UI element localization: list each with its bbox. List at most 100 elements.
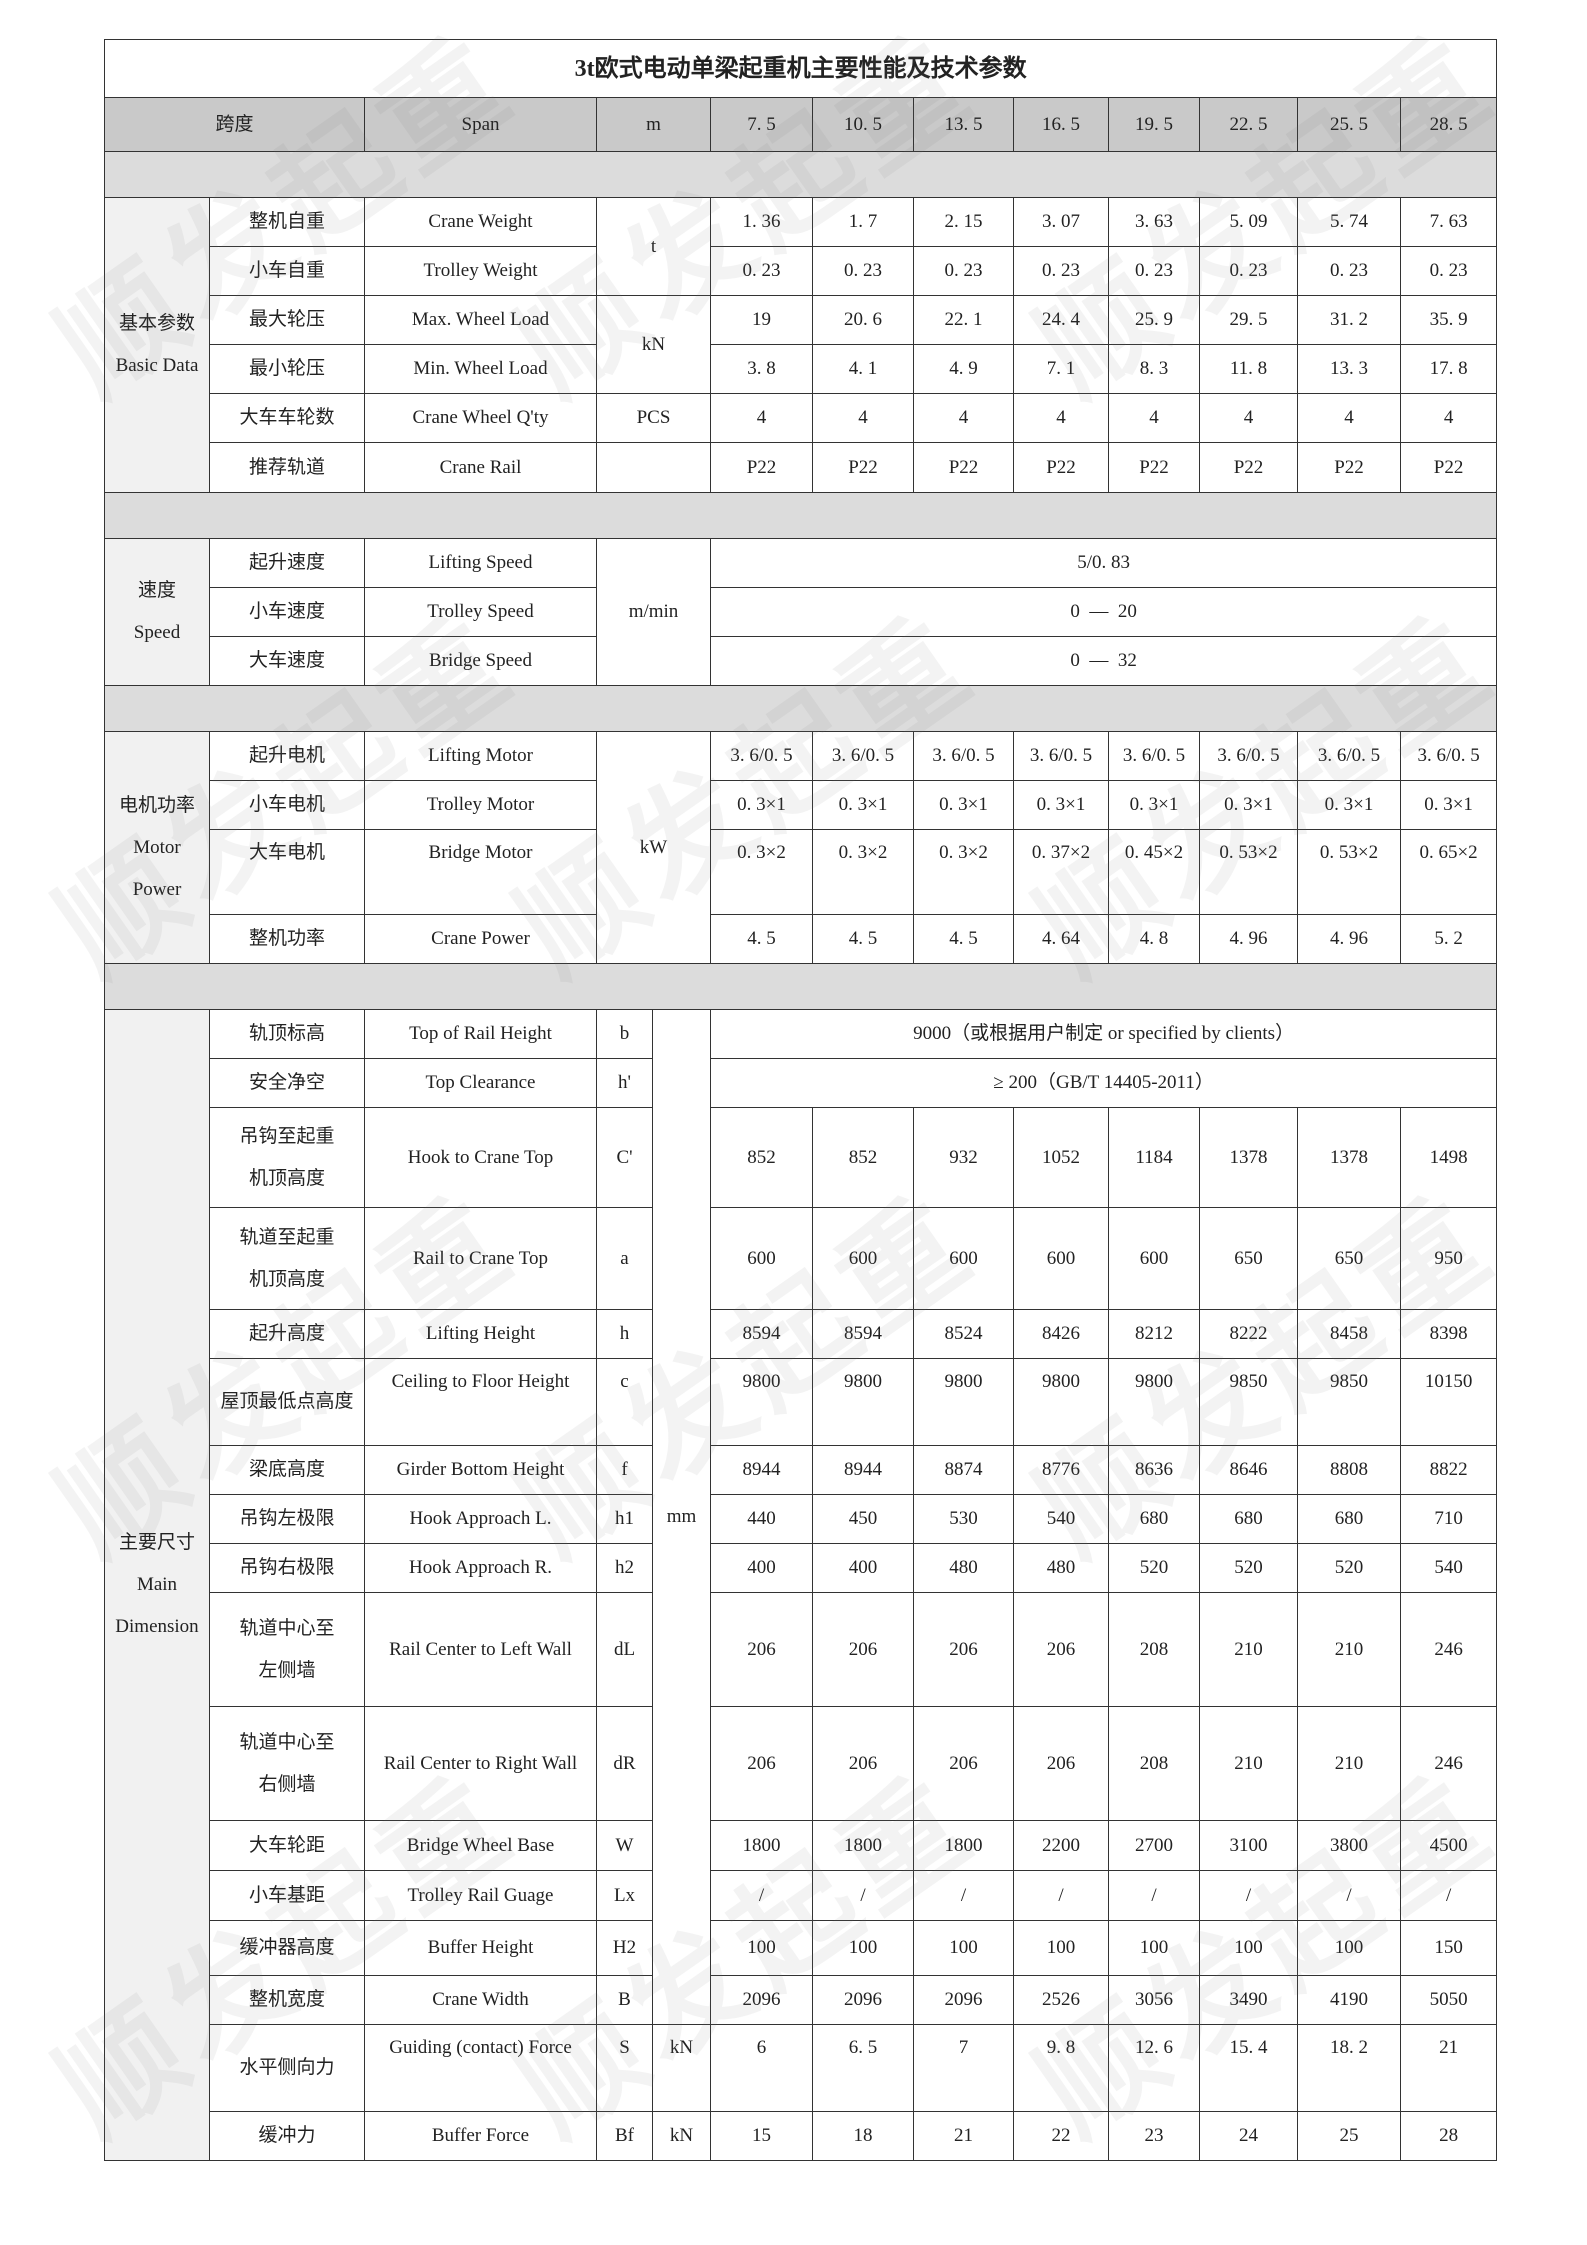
- param-name-en: Lifting Height: [364, 1309, 597, 1359]
- param-name-zh: 最大轮压: [209, 295, 365, 345]
- value-cell: 6: [710, 2024, 813, 2112]
- value-cell: 8646: [1199, 1445, 1298, 1495]
- value-cell: 4190: [1297, 1975, 1401, 2025]
- param-name-en: Rail Center to Right Wall: [364, 1706, 597, 1821]
- value-cell: 3800: [1297, 1820, 1401, 1871]
- table-row: 屋顶最低点高度 Ceiling to Floor Height c 9800 9800 9…: [105, 1358, 1498, 1446]
- value-cell: /: [812, 1870, 914, 1921]
- value-cell: 28: [1399, 2111, 1498, 2161]
- unit-cell: [596, 442, 711, 493]
- param-name-en: Max. Wheel Load: [364, 295, 597, 345]
- value-cell: 150: [1399, 1920, 1498, 1976]
- value-cell: 400: [812, 1543, 914, 1593]
- value-cell: 206: [812, 1706, 914, 1821]
- separator-cell: [103, 963, 1498, 1010]
- value-cell: 100: [1013, 1920, 1109, 1976]
- value-cell: 0. 3×1: [812, 780, 914, 830]
- value-cell: P22: [1199, 442, 1298, 493]
- value-cell: 0. 3×1: [1399, 780, 1498, 830]
- symbol-cell: W: [596, 1820, 653, 1871]
- value-cell: 4. 64: [1013, 914, 1109, 964]
- value-cell: 0. 37×2: [1013, 829, 1109, 915]
- table-row: 吊钩右极限 Hook Approach R. h2 400 400 480 480 520 52…: [105, 1543, 1498, 1593]
- unit-cell: kW: [596, 731, 711, 964]
- value-cell: P22: [710, 442, 813, 493]
- value-cell: 600: [1108, 1207, 1200, 1310]
- value-cell: 9850: [1297, 1358, 1401, 1446]
- param-name-en: Hook Approach R.: [364, 1543, 597, 1593]
- span-value: 28. 5: [1399, 97, 1498, 152]
- symbol-cell: f: [596, 1445, 653, 1495]
- value-cell: 710: [1399, 1494, 1498, 1544]
- value-cell: 5050: [1399, 1975, 1498, 2025]
- separator-cell: [103, 492, 1498, 539]
- value-cell: 4. 9: [913, 344, 1014, 394]
- unit-cell: PCS: [596, 393, 711, 443]
- param-name-en: Hook to Crane Top: [364, 1107, 597, 1208]
- value-cell: 21: [913, 2111, 1014, 2161]
- value-cell: 9800: [812, 1358, 914, 1446]
- value-cell: /: [1013, 1870, 1109, 1921]
- param-name-zh: 大车速度: [209, 636, 365, 686]
- value-cell: 246: [1399, 1706, 1498, 1821]
- value-cell: 7: [913, 2024, 1014, 2112]
- value-cell: 24. 4: [1013, 295, 1109, 345]
- value-cell: /: [710, 1870, 813, 1921]
- param-name-zh: 缓冲力: [209, 2111, 365, 2161]
- param-name-zh: 起升高度: [209, 1309, 365, 1359]
- value-cell: 210: [1199, 1706, 1298, 1821]
- value-cell: 932: [913, 1107, 1014, 1208]
- value-cell: 4. 1: [812, 344, 914, 394]
- value-cell: 8458: [1297, 1309, 1401, 1359]
- param-name-en: Trolley Weight: [364, 246, 597, 296]
- table-row: 小车自重 Trolley Weight 0. 23 0. 23 0. 23 0. 23 0.…: [105, 246, 1498, 296]
- value-cell: 8594: [812, 1309, 914, 1359]
- param-name-zh: 缓冲器高度: [209, 1920, 365, 1976]
- table-row: 缓冲力 Buffer Force Bf kN 15 18 21 22 23 24 25 28: [105, 2111, 1498, 2161]
- value-cell: 3490: [1199, 1975, 1298, 2025]
- value-cell: /: [1199, 1870, 1298, 1921]
- value-cell: 100: [1297, 1920, 1401, 1976]
- value-cell: 18. 2: [1297, 2024, 1401, 2112]
- span-value: 7. 5: [710, 97, 813, 152]
- param-name-en: Buffer Height: [364, 1920, 597, 1976]
- param-name-en: Lifting Speed: [364, 538, 597, 588]
- value-cell: 852: [812, 1107, 914, 1208]
- value-cell: 680: [1297, 1494, 1401, 1544]
- value-cell: 9000（或根据用户制定 or specified by clients）: [709, 1009, 1498, 1059]
- param-name-zh: 吊钩左极限: [209, 1494, 365, 1544]
- value-cell: 9850: [1199, 1358, 1298, 1446]
- value-cell: 15. 4: [1199, 2024, 1298, 2112]
- unit-cell: t: [596, 197, 711, 296]
- value-cell: P22: [1399, 442, 1498, 493]
- table-row: 小车速度 Trolley Speed 0 — 20: [105, 587, 1498, 637]
- param-name-zh: 水平侧向力: [209, 2024, 365, 2112]
- value-cell: 10150: [1399, 1358, 1498, 1446]
- table-row: 主要尺寸 Main Dimension 轨顶标高 Top of Rail Heigh…: [104, 1009, 1498, 2161]
- page-title: 3t欧式电动单梁起重机主要性能及技术参数: [103, 39, 1498, 98]
- table-row: 大车电机 Bridge Motor 0. 3×2 0. 3×2 0. 3×2 0. 37×…: [105, 829, 1498, 915]
- value-cell: 852: [710, 1107, 813, 1208]
- value-cell: 0. 65×2: [1399, 829, 1498, 915]
- value-cell: 0. 3×1: [710, 780, 813, 830]
- value-cell: 3. 6/0. 5: [1108, 731, 1200, 781]
- value-cell: 480: [1013, 1543, 1109, 1593]
- value-cell: 600: [913, 1207, 1014, 1310]
- header-row: 跨度 Span m 7. 5 10. 5 13. 5 16. 5 19. 5 22. 5 25. …: [104, 97, 1498, 152]
- value-cell: 530: [913, 1494, 1014, 1544]
- value-cell: 100: [913, 1920, 1014, 1976]
- symbol-cell: b: [596, 1009, 653, 1059]
- value-cell: 4: [812, 393, 914, 443]
- param-name-en: Trolley Speed: [364, 587, 597, 637]
- param-name-en: Trolley Rail Guage: [364, 1870, 597, 1921]
- value-cell: 400: [710, 1543, 813, 1593]
- param-name-zh: 整机自重: [209, 197, 365, 247]
- symbol-cell: h2: [596, 1543, 653, 1593]
- value-cell: 3. 6/0. 5: [1199, 731, 1298, 781]
- separator-row: [103, 963, 1498, 1010]
- value-cell: 8594: [710, 1309, 813, 1359]
- table-row: 轨道至起重 机顶高度 Rail to Crane Top a 600 600 600 600…: [105, 1207, 1498, 1310]
- value-cell: /: [1108, 1870, 1200, 1921]
- header-span-zh: 跨度: [104, 97, 365, 152]
- symbol-cell: Bf: [596, 2111, 653, 2161]
